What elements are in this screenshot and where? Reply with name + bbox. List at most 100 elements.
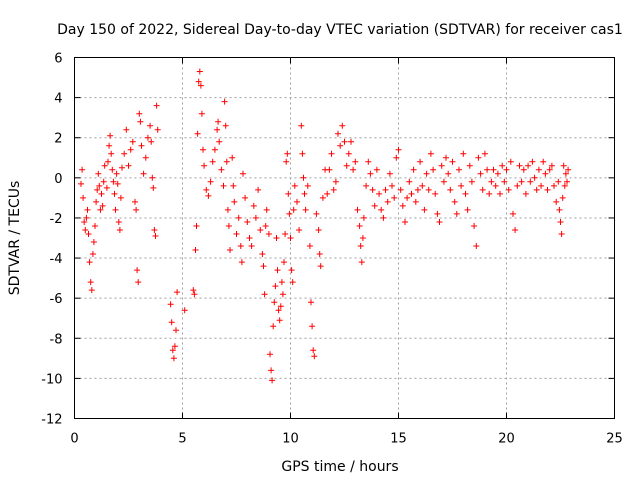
data-point [167,301,174,308]
data-point [497,190,503,197]
data-point [432,190,439,197]
data-point [310,347,317,354]
data-point [319,194,326,201]
data-point [153,102,160,109]
data-point [359,235,366,241]
data-point [564,178,570,185]
data-point [555,178,562,185]
data-point [116,227,123,233]
data-point [79,166,86,173]
data-point [181,307,188,314]
data-point [466,162,473,169]
data-point [311,353,318,360]
data-point [291,182,298,189]
data-point [137,118,144,125]
data-point [233,231,240,237]
data-point [328,150,335,157]
data-point [229,154,236,161]
data-point [348,138,354,145]
data-point [174,289,181,296]
data-point [332,178,339,185]
data-point [90,239,97,245]
x-tick-label: 20 [498,432,515,447]
data-point [289,279,296,286]
data-point [350,166,357,173]
data-point [277,303,284,310]
data-point [540,158,547,165]
data-point [499,162,506,169]
data-point [149,174,156,181]
data-point [492,182,499,189]
data-point [269,377,276,384]
data-point [132,198,138,205]
data-point [110,178,117,185]
data-point [106,142,113,149]
data-point [520,166,527,173]
data-point [488,178,495,185]
data-point [227,247,233,253]
data-point [123,126,130,133]
data-point [173,327,179,334]
data-point [271,299,278,306]
data-point [538,182,545,189]
data-point [100,178,107,185]
data-point [105,158,111,165]
data-point [214,126,221,133]
data-point [198,110,205,117]
data-point [419,182,426,189]
data-point [98,190,105,197]
data-point [417,158,424,165]
data-point [244,219,251,225]
data-point [222,122,229,129]
data-point [261,291,268,298]
data-point [169,347,176,354]
x-tick-label: 5 [178,432,186,447]
data-point [512,227,519,233]
data-point [354,206,361,213]
data-point [286,210,293,217]
data-point [378,206,385,213]
data-point [304,182,311,189]
data-point [308,299,314,306]
data-point [507,158,514,165]
data-point [83,214,90,221]
data-point [85,231,92,237]
x-tick-labels: 0 5 10 15 20 25 [70,432,622,447]
data-point [88,287,95,294]
data-point [112,206,119,213]
data-point [265,231,272,237]
data-point [358,259,365,266]
data-point [283,158,290,165]
y-tick-label: -10 [41,372,62,387]
data-point [352,158,359,165]
data-point [108,150,115,157]
data-point [194,130,201,137]
data-point [360,214,367,221]
data-point [518,178,525,185]
data-point [279,291,286,298]
data-point [551,182,557,189]
data-point [117,194,124,201]
data-points [78,68,572,384]
data-point [529,158,536,165]
data-point [389,182,395,189]
data-point [262,223,269,229]
data-point [440,178,447,185]
y-tick-label: 0 [54,172,62,187]
data-point [475,154,482,161]
data-point [562,170,569,177]
data-point [462,190,469,197]
x-tick-label: 25 [606,432,623,447]
data-point [257,227,264,233]
data-point [205,192,212,199]
data-point [115,219,122,225]
data-point [397,186,404,193]
data-point [434,210,441,217]
data-point [335,130,341,137]
data-point [367,170,374,177]
data-point [468,178,475,185]
data-point [255,186,262,193]
data-point [107,132,114,139]
data-point [399,202,406,209]
data-point [296,227,303,233]
